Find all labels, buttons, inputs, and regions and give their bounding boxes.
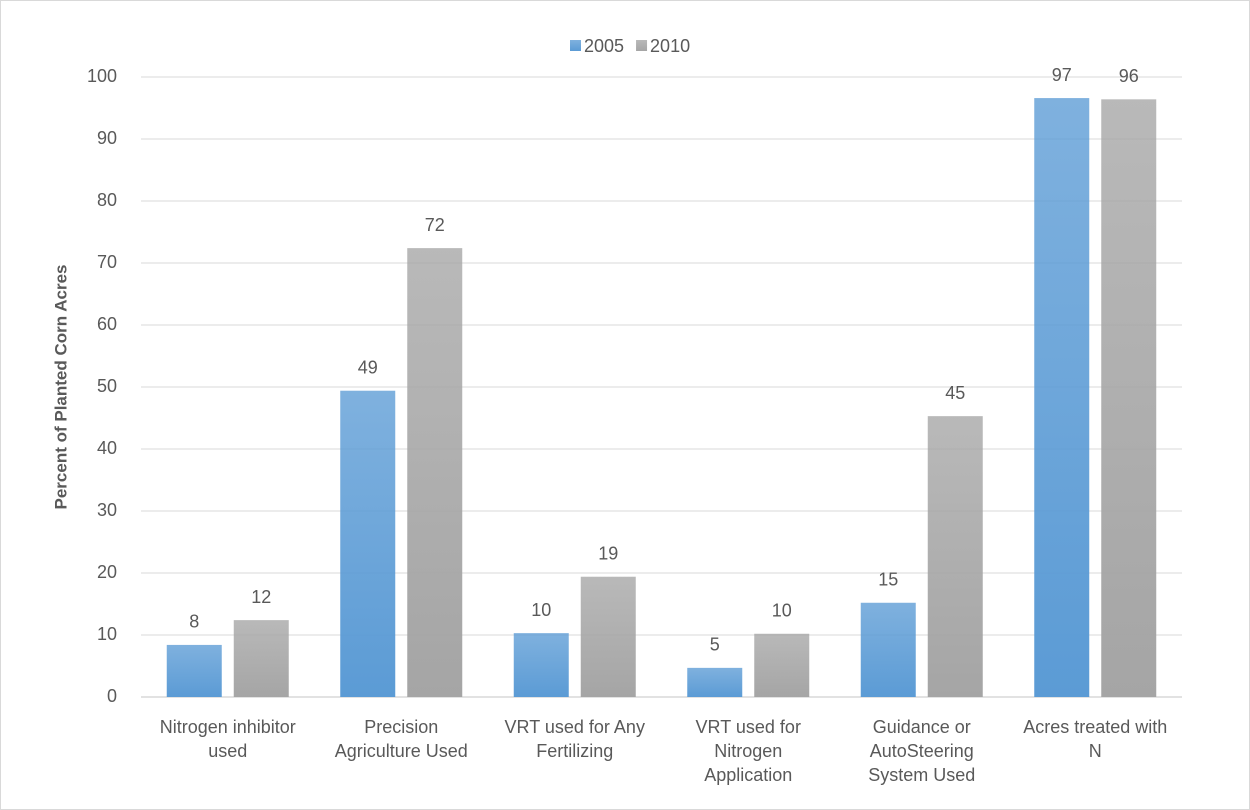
bar: [580, 576, 636, 697]
bar: [754, 633, 810, 697]
x-tick-label: Precision Agriculture Used: [334, 717, 468, 761]
bar: [340, 390, 396, 697]
y-axis-label: Percent of Planted Corn Acres: [51, 265, 70, 510]
data-label: 19: [598, 543, 618, 563]
data-label: 97: [1052, 65, 1072, 85]
bar: [513, 633, 569, 697]
data-label: 45: [945, 383, 965, 403]
y-tick-label: 80: [97, 190, 117, 210]
data-label: 96: [1119, 66, 1139, 86]
data-label: 5: [710, 635, 720, 655]
bar: [1101, 99, 1157, 697]
x-tick-label: VRT used for Nitrogen Application: [695, 717, 801, 785]
bar: [1034, 98, 1090, 697]
x-tick-label: Guidance or AutoSteering System Used: [868, 717, 976, 785]
data-label: 49: [358, 357, 378, 377]
x-tick-label: VRT used for Any Fertilizing: [504, 717, 645, 761]
y-tick-label: 30: [97, 500, 117, 520]
y-tick-label: 10: [97, 624, 117, 644]
data-label: 15: [878, 570, 898, 590]
legend-label: 2010: [650, 36, 690, 56]
x-tick-label: Acres treated with N: [1023, 717, 1168, 761]
bar: [407, 248, 463, 697]
y-tick-label: 90: [97, 128, 117, 148]
bar: [927, 416, 983, 697]
legend-label: 2005: [584, 36, 624, 56]
data-label: 12: [251, 587, 271, 607]
y-tick-label: 100: [87, 66, 117, 86]
y-tick-label: 40: [97, 438, 117, 458]
data-label: 10: [531, 600, 551, 620]
legend-swatch: [636, 40, 648, 51]
data-label: 72: [425, 215, 445, 235]
legend-swatch: [570, 40, 581, 51]
y-tick-label: 20: [97, 562, 117, 582]
bar: [233, 620, 289, 697]
data-label: 8: [189, 612, 199, 632]
y-tick-label: 70: [97, 252, 117, 272]
y-tick-label: 50: [97, 376, 117, 396]
bar: [860, 602, 916, 697]
x-tick-label: Nitrogen inhibitor used: [159, 717, 296, 761]
bar: [166, 644, 222, 697]
bar: [687, 667, 743, 697]
y-tick-label: 60: [97, 314, 117, 334]
y-tick-label: 0: [107, 686, 117, 706]
data-label: 10: [772, 601, 792, 621]
